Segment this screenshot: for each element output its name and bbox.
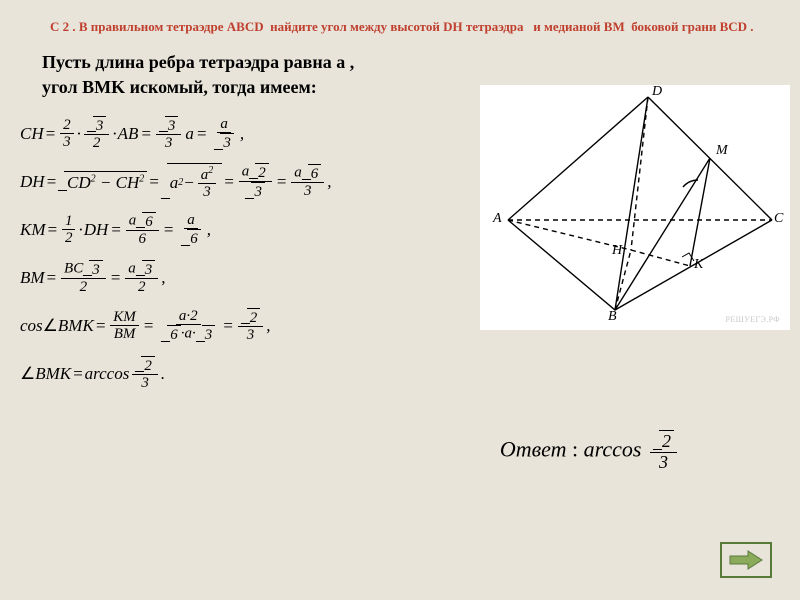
- arccos: arccos: [85, 364, 130, 384]
- angle: BMK: [35, 364, 71, 384]
- frac: a 6: [178, 212, 204, 248]
- eq-sign: =: [143, 316, 154, 336]
- next-button[interactable]: [720, 542, 772, 578]
- answer: Ответ : arccos 2 3: [500, 430, 680, 473]
- comma: ,: [240, 124, 244, 144]
- var: DH: [84, 220, 109, 240]
- eq-sign: =: [72, 364, 83, 384]
- eq-sign: =: [46, 172, 57, 192]
- frac: 2 3: [132, 356, 158, 392]
- eq-lhs: BM: [20, 268, 45, 288]
- comma: ,: [207, 220, 211, 240]
- eq-sign: =: [148, 172, 159, 192]
- comma: ,: [266, 316, 270, 336]
- dot: ·: [77, 124, 81, 144]
- eq-sign: =: [223, 172, 234, 192]
- eq-sign: =: [196, 124, 207, 144]
- frac: a2 3: [239, 163, 272, 201]
- period: .: [161, 364, 165, 384]
- frac: a·2 6·a·3: [158, 308, 218, 344]
- eq-lhs: DH: [20, 172, 45, 192]
- label-A: A: [493, 211, 502, 227]
- problem-statement: С 2 . В правильном тетраэдре ABCD найдит…: [0, 0, 800, 40]
- frac: a6 3: [291, 164, 324, 200]
- diagram-svg: [480, 85, 790, 330]
- eq-sign: =: [222, 316, 233, 336]
- eq-sign: =: [45, 124, 56, 144]
- eq-sign: =: [163, 220, 174, 240]
- problem-label: С 2 .: [50, 19, 76, 34]
- comma: ,: [327, 172, 331, 192]
- var: AB: [118, 124, 139, 144]
- frac: BC3 2: [61, 260, 106, 296]
- label-M: M: [716, 143, 728, 159]
- dot: ·: [78, 220, 82, 240]
- label-B: B: [608, 309, 617, 325]
- eq-angle-result: ∠ BMK = arccos 2 3 .: [20, 353, 800, 395]
- angle: BMK: [58, 316, 94, 336]
- label-K: K: [694, 257, 703, 273]
- frac: a6 6: [126, 212, 159, 248]
- frac: 2 3: [60, 117, 74, 151]
- tetrahedron-diagram: A B C D H K M РЕШУЕГЭ.РФ: [480, 85, 790, 330]
- frac: 2 3: [650, 430, 677, 473]
- frac: 3 2: [84, 116, 110, 152]
- eq-sign: =: [47, 220, 58, 240]
- sqrt: CD2 − CH2: [58, 171, 147, 193]
- label-H: H: [612, 243, 622, 259]
- eq-lhs: KM: [20, 220, 46, 240]
- frac: a3 2: [125, 260, 158, 296]
- label-D: D: [652, 84, 662, 100]
- answer-label: Ответ: [500, 436, 567, 461]
- frac: 3 3: [156, 116, 182, 152]
- label-C: C: [774, 211, 783, 227]
- eq-sign: =: [46, 268, 57, 288]
- eq-lhs: CH: [20, 124, 44, 144]
- var: a: [185, 124, 194, 144]
- frac: a 3: [211, 116, 237, 152]
- frac: KM BM: [110, 309, 139, 343]
- answer-func: arccos: [584, 436, 642, 461]
- watermark: РЕШУЕГЭ.РФ: [726, 315, 781, 324]
- eq-sign: =: [276, 172, 287, 192]
- intro-line1: Пусть длина ребра тетраэдра равна a ,: [42, 50, 460, 75]
- arrow-right-icon: [728, 549, 764, 571]
- eq-sign: =: [95, 316, 106, 336]
- dot: ·: [112, 124, 116, 144]
- intro-line2: угол BMK искомый, тогда имеем:: [42, 75, 460, 100]
- eq-sign: =: [110, 268, 121, 288]
- frac: 2 3: [238, 308, 264, 344]
- cos-label: cos: [20, 316, 43, 336]
- frac: 1 2: [62, 213, 76, 247]
- eq-sign: =: [110, 220, 121, 240]
- colon: :: [572, 436, 578, 461]
- problem-text: В правильном тетраэдре ABCD найдите угол…: [79, 19, 754, 34]
- comma: ,: [161, 268, 165, 288]
- eq-sign: =: [140, 124, 151, 144]
- sqrt: a2 − a2 3: [161, 163, 222, 201]
